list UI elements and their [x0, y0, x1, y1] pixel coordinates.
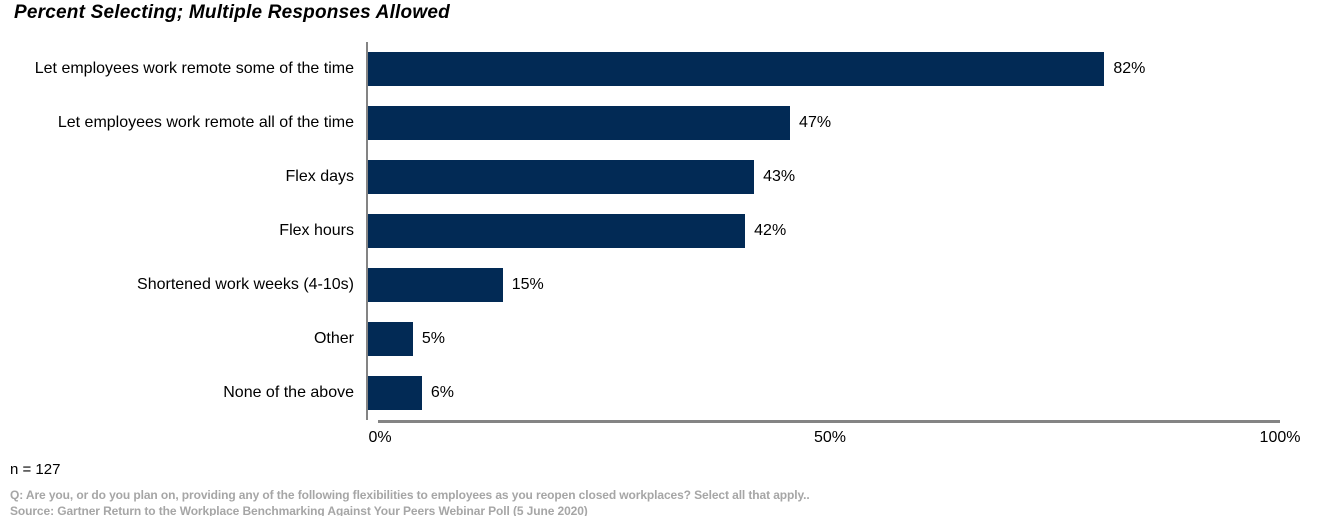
x-tick-100: 100%	[1259, 429, 1301, 446]
sample-size-note: n = 127	[10, 461, 61, 478]
category-label: Other	[313, 329, 354, 347]
bar	[368, 268, 503, 302]
category-label: None of the above	[223, 383, 354, 401]
chart-row: Other 5%	[0, 312, 1318, 366]
category-label: Let employees work remote all of the tim…	[57, 113, 354, 131]
bar	[368, 52, 1105, 86]
source-note: Source: Gartner Return to the Workplace …	[10, 504, 588, 516]
x-tick-0: 0%	[368, 429, 392, 446]
x-axis-line	[378, 420, 1280, 423]
value-label: 5%	[421, 330, 446, 347]
bar	[368, 106, 791, 140]
value-label: 43%	[763, 168, 796, 185]
value-label: 42%	[754, 222, 787, 239]
bar	[368, 160, 755, 194]
chart-row: Flex days 43%	[0, 150, 1318, 204]
bar-track: 47%	[366, 96, 1266, 150]
value-label: 82%	[1113, 60, 1146, 77]
bar	[368, 214, 746, 248]
value-label: 15%	[511, 276, 544, 293]
chart-title: Percent Selecting; Multiple Responses Al…	[14, 2, 450, 23]
value-label: 6%	[430, 384, 454, 401]
chart-rows: Let employees work remote some of the ti…	[0, 42, 1318, 420]
bar	[368, 322, 413, 356]
chart-row: None of the above 6%	[0, 366, 1318, 420]
bar-chart: Let employees work remote some of the ti…	[0, 42, 1318, 449]
bar-track: 6%	[366, 366, 1266, 420]
bar-track: 5%	[366, 312, 1266, 366]
category-label: Flex hours	[279, 221, 354, 239]
question-note: Q: Are you, or do you plan on, providing…	[10, 488, 810, 502]
bar-track: 43%	[366, 150, 1266, 204]
bar-track: 82%	[366, 42, 1266, 96]
x-axis-ticks: 0% 50% 100%	[368, 423, 1300, 449]
chart-row: Let employees work remote some of the ti…	[0, 42, 1318, 96]
bar	[368, 376, 422, 410]
chart-row: Flex hours 42%	[0, 204, 1318, 258]
category-label: Flex days	[285, 167, 354, 185]
chart-row: Let employees work remote all of the tim…	[0, 96, 1318, 150]
chart-row: Shortened work weeks (4-10s) 15%	[0, 258, 1318, 312]
category-label: Let employees work remote some of the ti…	[34, 59, 354, 77]
value-label: 47%	[799, 114, 832, 131]
x-tick-50: 50%	[813, 429, 847, 446]
bar-track: 15%	[366, 258, 1266, 312]
chart-footer: n = 127 Q: Are you, or do you plan on, p…	[10, 461, 1318, 516]
bar-track: 42%	[366, 204, 1266, 258]
category-label: Shortened work weeks (4-10s)	[137, 275, 354, 293]
